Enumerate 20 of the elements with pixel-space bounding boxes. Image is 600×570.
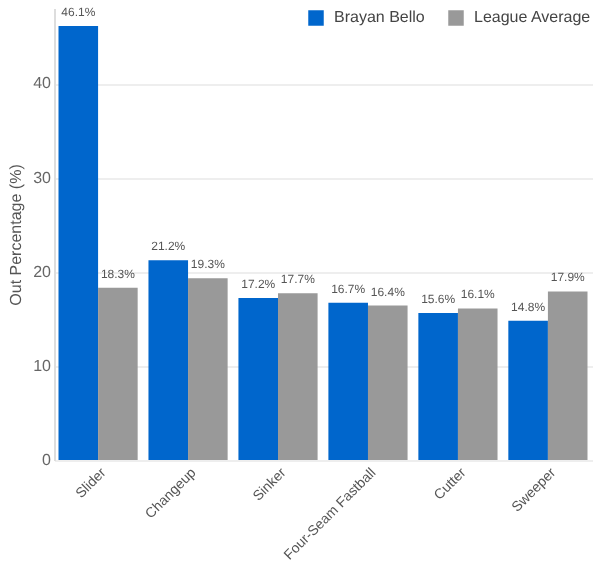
y-tick-label: 20 <box>33 262 53 281</box>
bar <box>238 298 279 460</box>
bar <box>508 320 548 460</box>
bar <box>148 260 189 460</box>
bar <box>278 293 318 460</box>
legend-label: Brayan Bello <box>334 8 426 26</box>
bar <box>367 305 408 460</box>
y-tick-label: 30 <box>33 168 53 187</box>
bar <box>418 313 458 460</box>
y-tick-label: 0 <box>42 451 53 469</box>
bar <box>547 291 588 460</box>
bar <box>98 287 138 460</box>
bar <box>58 25 99 460</box>
y-tick-label: 10 <box>33 356 53 375</box>
bar <box>328 302 368 460</box>
legend-label: League Average <box>474 8 592 26</box>
y-tick-label: 40 <box>33 74 53 93</box>
y-axis-title: Out Percentage (%) <box>7 163 26 306</box>
bar <box>457 308 498 460</box>
bar <box>188 278 228 460</box>
